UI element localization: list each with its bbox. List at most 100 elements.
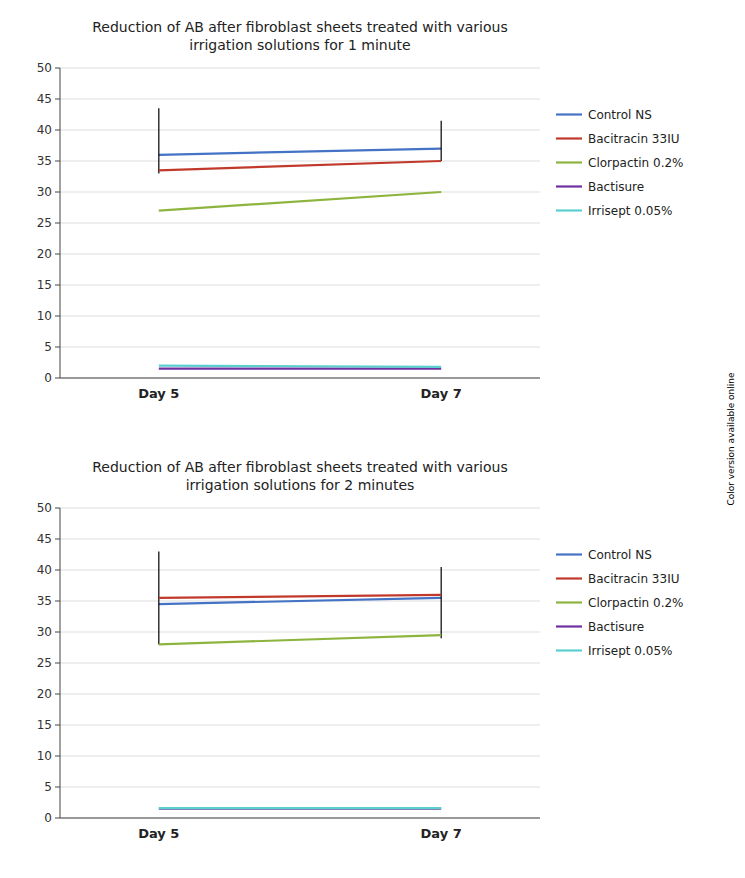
grid-line bbox=[60, 130, 540, 131]
grid-line bbox=[60, 632, 540, 633]
error-bar bbox=[441, 121, 442, 161]
legend-swatch bbox=[556, 601, 582, 603]
series-line bbox=[159, 161, 441, 170]
y-axis bbox=[60, 68, 61, 378]
legend-label: Control NS bbox=[588, 548, 652, 562]
legend-swatch bbox=[556, 137, 582, 139]
x-tick-label: Day 5 bbox=[138, 826, 179, 841]
y-tick bbox=[55, 632, 60, 633]
series-line bbox=[159, 635, 441, 644]
y-tick-label: 0 bbox=[44, 371, 52, 385]
y-tick-label: 50 bbox=[37, 61, 52, 75]
y-tick bbox=[55, 68, 60, 69]
grid-line bbox=[60, 570, 540, 571]
y-tick bbox=[55, 787, 60, 788]
y-tick bbox=[55, 378, 60, 379]
series-line bbox=[159, 149, 441, 155]
y-tick bbox=[55, 818, 60, 819]
legend-swatch bbox=[556, 577, 582, 579]
legend-label: Clorpactin 0.2% bbox=[588, 156, 684, 170]
grid-line bbox=[60, 223, 540, 224]
grid-line bbox=[60, 508, 540, 509]
grid-line bbox=[60, 316, 540, 317]
y-tick bbox=[55, 508, 60, 509]
legend-swatch bbox=[556, 649, 582, 651]
x-tick-label: Day 5 bbox=[138, 386, 179, 401]
y-tick-label: 10 bbox=[37, 749, 52, 763]
plot-area bbox=[159, 108, 441, 368]
grid-line bbox=[60, 725, 540, 726]
error-bar bbox=[441, 567, 442, 638]
y-tick bbox=[55, 285, 60, 286]
y-tick bbox=[55, 601, 60, 602]
y-tick bbox=[55, 192, 60, 193]
grid-line bbox=[60, 818, 540, 819]
x-tick-label: Day 7 bbox=[421, 826, 462, 841]
legend-label: Irrisept 0.05% bbox=[588, 644, 672, 658]
legend-label: Clorpactin 0.2% bbox=[588, 596, 684, 610]
legend-swatch bbox=[556, 161, 582, 163]
series-line bbox=[159, 192, 441, 211]
legend-swatch bbox=[556, 553, 582, 555]
series-line bbox=[159, 598, 441, 604]
chart-title: Reduction of AB after fibroblast sheets … bbox=[92, 19, 507, 53]
x-axis bbox=[60, 818, 540, 819]
y-tick bbox=[55, 254, 60, 255]
y-tick-label: 35 bbox=[37, 594, 52, 608]
y-tick-label: 5 bbox=[44, 340, 52, 354]
y-tick-label: 10 bbox=[37, 309, 52, 323]
y-tick bbox=[55, 347, 60, 348]
y-tick bbox=[55, 570, 60, 571]
y-tick-label: 45 bbox=[37, 532, 52, 546]
grid-line bbox=[60, 347, 540, 348]
y-tick-label: 40 bbox=[37, 563, 52, 577]
y-tick-label: 30 bbox=[37, 185, 52, 199]
legend-label: Bacitracin 33IU bbox=[588, 132, 679, 146]
series-line bbox=[159, 807, 441, 809]
series-line bbox=[159, 808, 441, 810]
x-tick-label: Day 7 bbox=[421, 386, 462, 401]
y-tick bbox=[55, 161, 60, 162]
y-tick-label: 40 bbox=[37, 123, 52, 137]
y-tick-label: 50 bbox=[37, 501, 52, 515]
y-tick bbox=[55, 99, 60, 100]
error-bar bbox=[158, 108, 159, 173]
y-tick-label: 25 bbox=[37, 656, 52, 670]
legend-swatch bbox=[556, 113, 582, 115]
y-tick-label: 20 bbox=[37, 687, 52, 701]
grid-line bbox=[60, 787, 540, 788]
y-tick bbox=[55, 539, 60, 540]
grid-line bbox=[60, 192, 540, 193]
plot-area bbox=[159, 551, 441, 808]
legend-swatch bbox=[556, 185, 582, 187]
series-line bbox=[159, 368, 441, 370]
legend-label: Bactisure bbox=[588, 620, 644, 634]
grid-line bbox=[60, 285, 540, 286]
chart: Reduction of AB after fibroblast sheets … bbox=[37, 19, 684, 401]
y-tick-label: 15 bbox=[37, 718, 52, 732]
grid-line bbox=[60, 68, 540, 69]
legend-label: Irrisept 0.05% bbox=[588, 204, 672, 218]
grid-line bbox=[60, 663, 540, 664]
y-tick-label: 15 bbox=[37, 278, 52, 292]
y-tick bbox=[55, 694, 60, 695]
y-tick-label: 20 bbox=[37, 247, 52, 261]
x-axis bbox=[60, 378, 540, 379]
chart-title: Reduction of AB after fibroblast sheets … bbox=[92, 459, 507, 493]
y-tick-label: 30 bbox=[37, 625, 52, 639]
grid-line bbox=[60, 378, 540, 379]
y-tick bbox=[55, 725, 60, 726]
series-line bbox=[159, 366, 441, 367]
y-tick-label: 25 bbox=[37, 216, 52, 230]
grid-line bbox=[60, 756, 540, 757]
legend-label: Bactisure bbox=[588, 180, 644, 194]
grid-line bbox=[60, 694, 540, 695]
y-tick bbox=[55, 663, 60, 664]
y-tick-label: 35 bbox=[37, 154, 52, 168]
grid-line bbox=[60, 99, 540, 100]
y-tick bbox=[55, 130, 60, 131]
grid-line bbox=[60, 254, 540, 255]
y-tick bbox=[55, 316, 60, 317]
series-line bbox=[159, 595, 441, 598]
y-tick-label: 45 bbox=[37, 92, 52, 106]
